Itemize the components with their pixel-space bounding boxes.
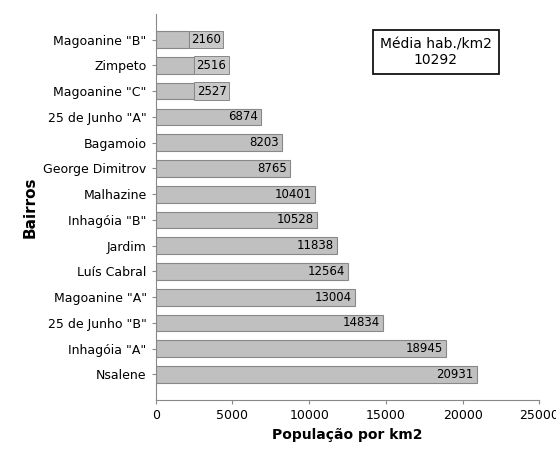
Text: 12564: 12564 (308, 265, 345, 278)
Text: 10528: 10528 (277, 213, 314, 227)
Bar (156, 134, 281, 151)
Text: 2516: 2516 (197, 59, 226, 72)
Text: 18945: 18945 (406, 342, 443, 355)
Text: 10401: 10401 (275, 187, 312, 201)
Bar (156, 263, 349, 280)
Bar (156, 238, 337, 254)
Bar (156, 108, 261, 125)
Text: Média hab./km2
10292: Média hab./km2 10292 (380, 37, 492, 67)
Text: 11838: 11838 (297, 239, 334, 252)
Text: 20931: 20931 (436, 368, 474, 381)
Bar (156, 212, 317, 228)
Text: 13004: 13004 (315, 291, 352, 303)
Bar (156, 160, 290, 177)
Bar (156, 186, 315, 202)
Text: 2160: 2160 (191, 33, 221, 46)
Bar (156, 57, 194, 74)
Text: 14834: 14834 (343, 316, 380, 329)
Bar (156, 31, 189, 48)
Y-axis label: Bairros: Bairros (23, 176, 38, 238)
Bar (156, 289, 355, 306)
Bar (156, 366, 477, 383)
Text: 8203: 8203 (249, 136, 279, 149)
Text: 2527: 2527 (197, 85, 227, 98)
Bar (156, 314, 383, 331)
Bar (156, 83, 195, 100)
Bar (156, 340, 446, 357)
Text: 6874: 6874 (228, 111, 258, 123)
X-axis label: População por km2: População por km2 (272, 428, 423, 442)
Text: 8765: 8765 (257, 162, 287, 175)
